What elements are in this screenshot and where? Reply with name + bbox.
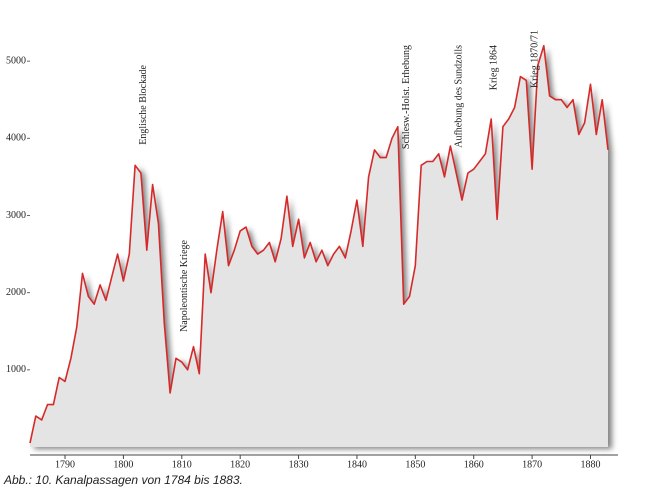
annotation: Napoleontische Kriege bbox=[179, 239, 190, 331]
x-tick-label: 1820 bbox=[230, 459, 250, 470]
y-tick-label: 1000 bbox=[6, 364, 26, 375]
x-tick-label: 1790 bbox=[55, 459, 75, 470]
y-tick-label: 4000 bbox=[6, 133, 26, 144]
annotation: Krieg 1864 bbox=[489, 45, 500, 90]
caption: Abb.: 10. Kanalpassagen von 1784 bis 188… bbox=[3, 473, 243, 487]
x-tick-label: 1830 bbox=[289, 459, 309, 470]
y-tick-label: 2000 bbox=[6, 287, 26, 298]
x-tick-label: 1800 bbox=[113, 459, 133, 470]
annotation: Schlesw.-Holst. Erhebung bbox=[401, 45, 412, 149]
x-tick-label: 1810 bbox=[172, 459, 192, 470]
x-tick-label: 1860 bbox=[464, 459, 484, 470]
x-tick-label: 1850 bbox=[405, 459, 425, 470]
x-tick-label: 1880 bbox=[580, 459, 600, 470]
annotation: Krieg 1870/71 bbox=[529, 30, 540, 88]
area-fill bbox=[30, 45, 608, 447]
x-tick-label: 1870 bbox=[522, 459, 542, 470]
y-tick-label: 5000 bbox=[6, 55, 26, 66]
annotation: Aufhebung des Sundzolls bbox=[453, 45, 464, 148]
line bbox=[29, 44, 609, 444]
y-tick-label: 3000 bbox=[6, 210, 26, 221]
annotation: Englische Blockade bbox=[138, 64, 149, 144]
x-tick-label: 1840 bbox=[347, 459, 367, 470]
